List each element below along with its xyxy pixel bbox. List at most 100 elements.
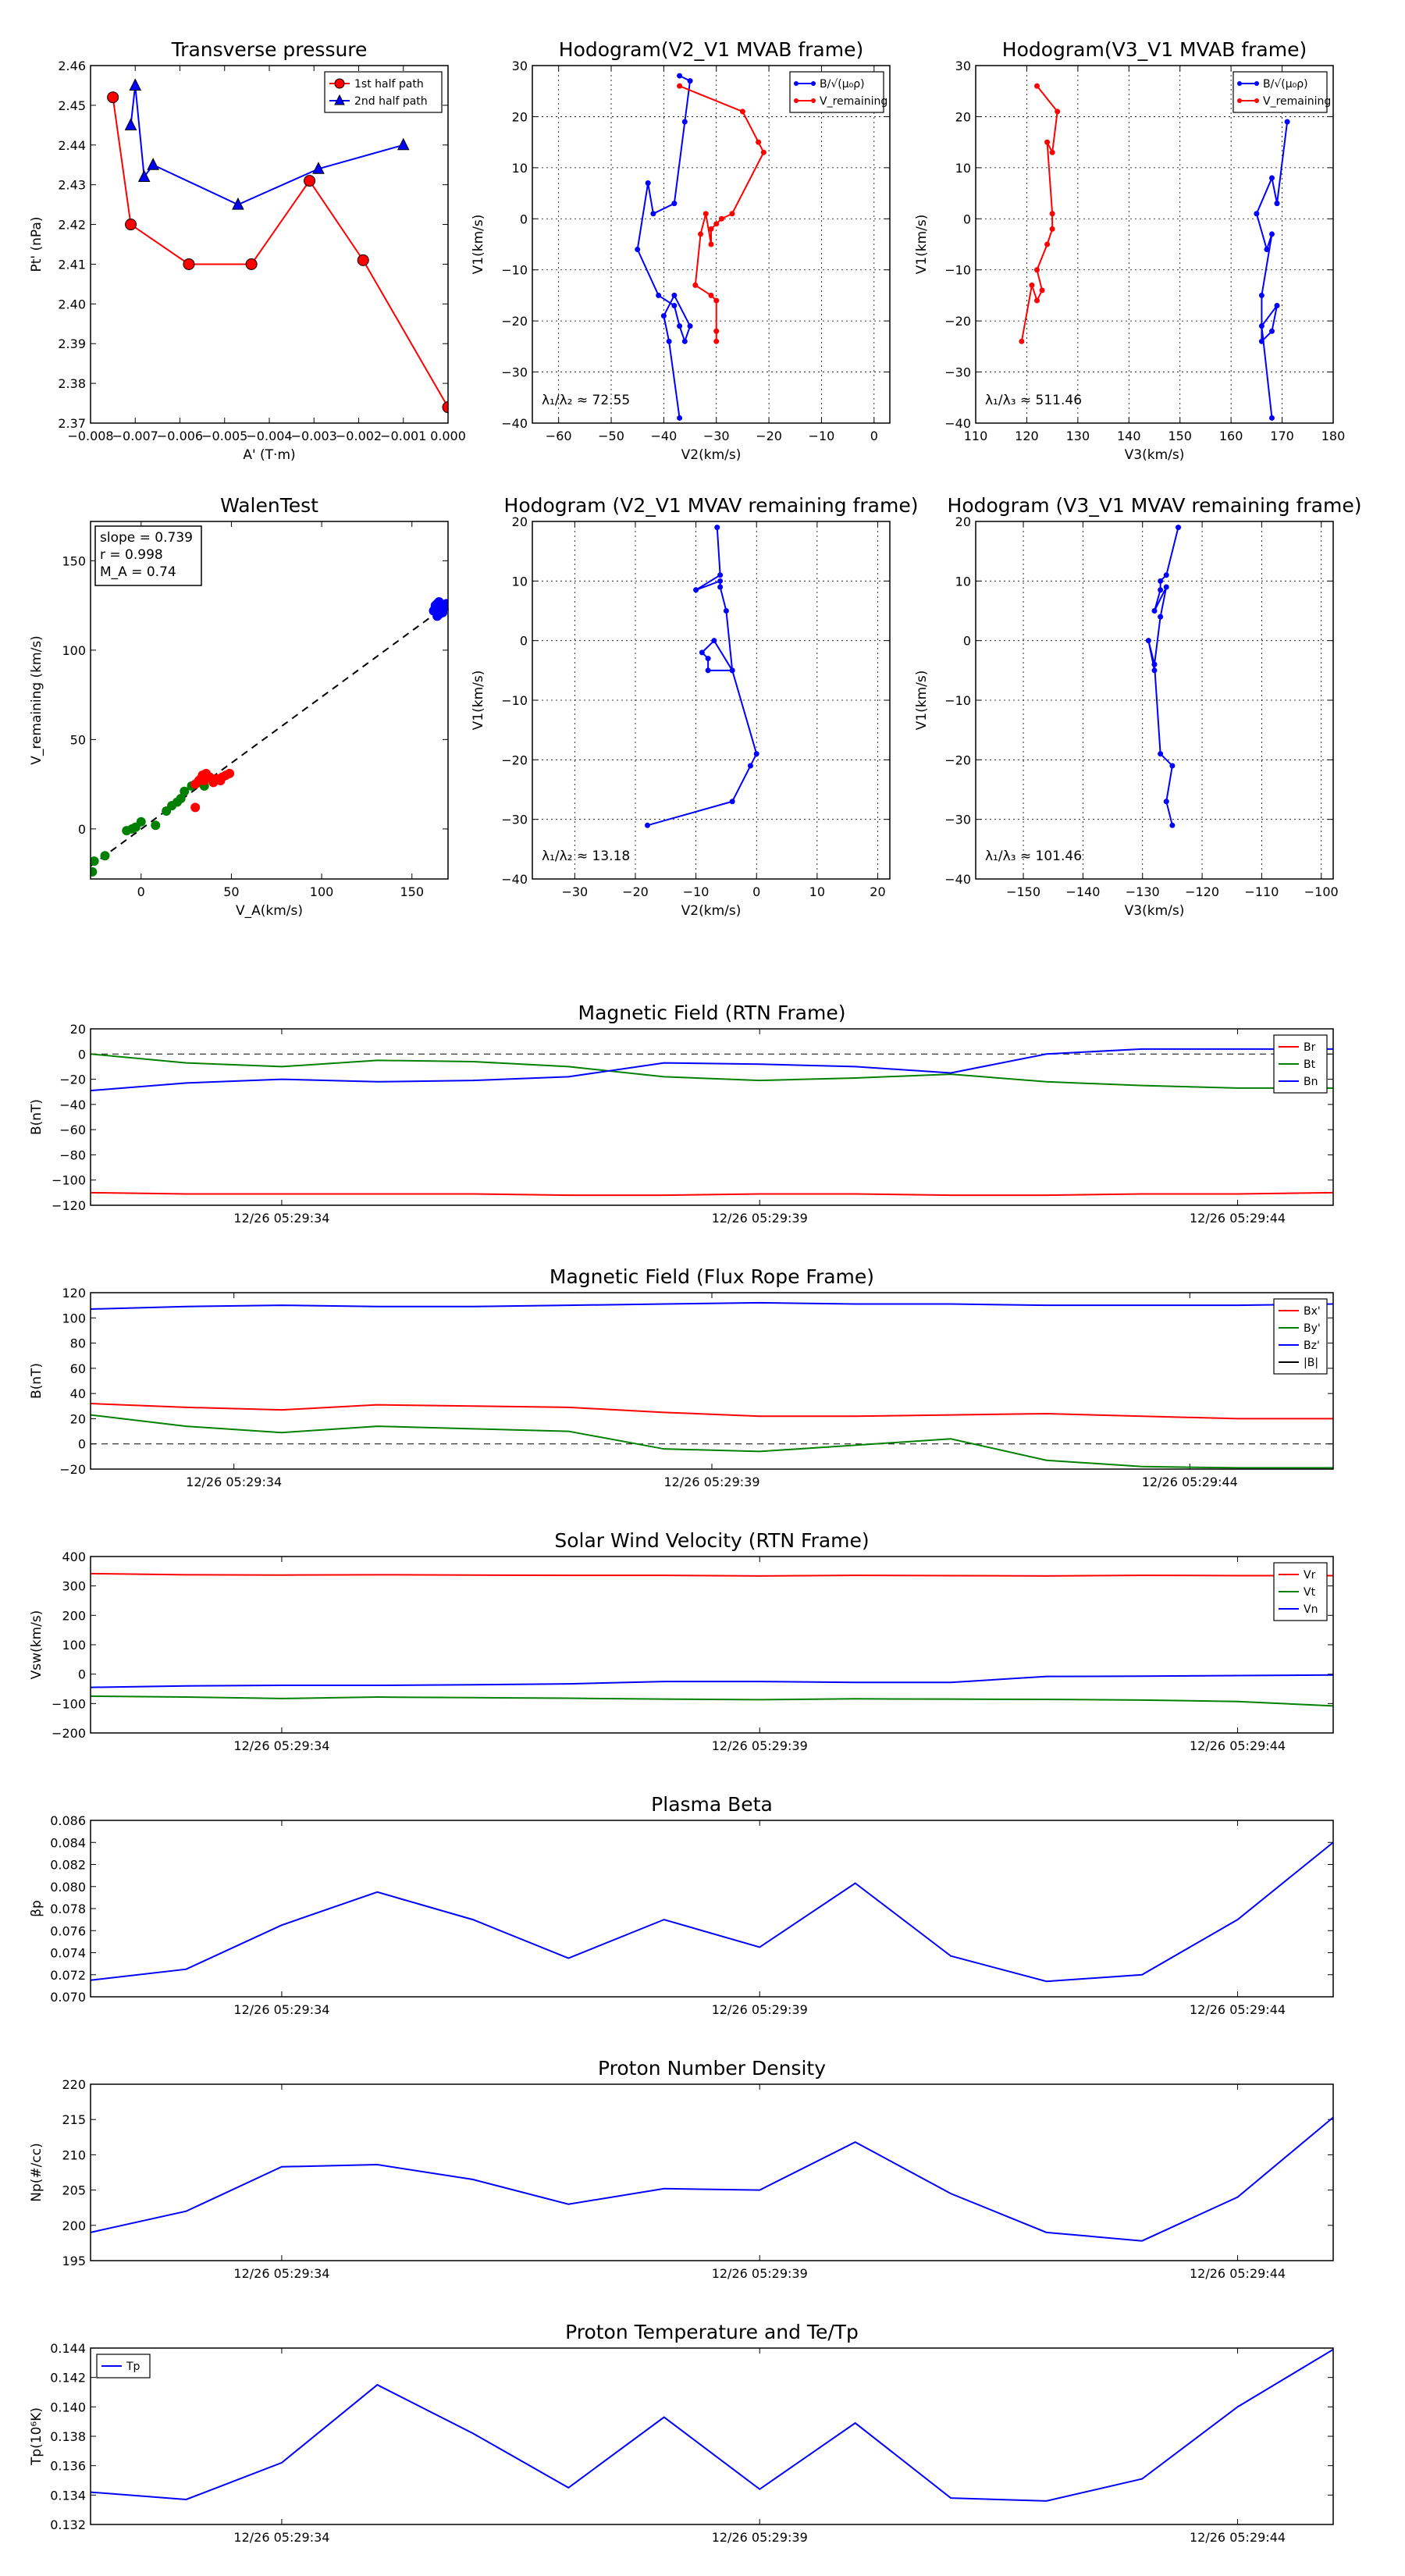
y-tick-label: 0.076 <box>50 1923 86 1938</box>
y-tick-label: 20 <box>70 1022 86 1037</box>
data-point <box>681 119 688 125</box>
chart-title: Hodogram (V2_V1 MVAV remaining frame) <box>504 494 919 517</box>
series-line-B/√(μ₀ρ) <box>1255 121 1289 418</box>
x-tick-label: −140 <box>1065 884 1100 899</box>
x-tick-label: 140 <box>1117 429 1141 443</box>
data-point <box>718 215 724 222</box>
series-line-Bt <box>91 1053 1333 1089</box>
legend-marker <box>1237 98 1242 103</box>
y-tick-label: 0.144 <box>50 2341 86 2356</box>
y-tick-label: 60 <box>70 1361 86 1376</box>
y-tick-label: 0 <box>78 1667 86 1682</box>
x-tick-label: 170 <box>1270 429 1294 443</box>
data-point <box>1169 822 1176 828</box>
data-point <box>1254 211 1260 217</box>
data-point <box>677 83 683 89</box>
data-point <box>225 768 235 778</box>
y-tick-label: −30 <box>501 365 528 380</box>
y-axis-label: V1(km/s) <box>471 671 486 731</box>
data-point <box>708 292 714 298</box>
chart-title: Magnetic Field (RTN Frame) <box>578 1002 846 1024</box>
y-tick-label: −40 <box>59 1098 86 1112</box>
data-point <box>1029 282 1035 288</box>
y-tick-label: 80 <box>70 1336 86 1351</box>
y-tick-label: 2.45 <box>58 98 86 113</box>
x-tick-label: 12/26 05:29:34 <box>233 1211 329 1226</box>
data-point <box>107 91 119 104</box>
plot-area <box>91 2349 1333 2502</box>
data-point <box>183 258 195 270</box>
y-tick-label: 0.132 <box>50 2517 86 2532</box>
plot-frame <box>975 65 1334 424</box>
data-point <box>1034 83 1040 89</box>
data-point <box>430 600 440 610</box>
data-point <box>713 297 720 304</box>
y-tick-label: 50 <box>70 732 86 747</box>
data-point <box>1158 751 1164 757</box>
y-tick-label: 100 <box>62 1638 86 1653</box>
chart-title: Plasma Beta <box>651 1793 773 1816</box>
y-tick-label: 2.38 <box>58 376 86 391</box>
y-tick-label: −200 <box>52 1726 86 1741</box>
y-tick-label: 0.086 <box>50 1813 86 1828</box>
y-tick-label: 400 <box>62 1550 86 1564</box>
data-point <box>711 638 717 644</box>
x-tick-label: −40 <box>650 429 677 443</box>
series-line-Br <box>91 1191 1333 1197</box>
stats-line: slope = 0.739 <box>100 530 193 546</box>
legend-marker <box>1254 81 1259 86</box>
data-point <box>692 282 699 288</box>
x-tick-label: 180 <box>1321 429 1346 443</box>
data-point <box>656 292 662 298</box>
chart-b_rtn: Magnetic Field (RTN Frame) 12/26 05:29:34… <box>29 1002 1334 1226</box>
y-tick-label: 30 <box>955 59 971 73</box>
y-tick-label: 0.140 <box>50 2400 86 2414</box>
data-point <box>1268 175 1275 181</box>
data-point <box>681 338 688 344</box>
data-point <box>713 328 720 334</box>
legend-label: Bt <box>1304 1059 1316 1071</box>
y-tick-label: −30 <box>944 813 971 827</box>
chart-hodo_v2v1_rem: Hodogram (V2_V1 MVAV remaining frame) −30… <box>471 494 918 919</box>
data-point <box>176 793 186 803</box>
plot-frame <box>90 2083 1334 2261</box>
y-tick-label: 150 <box>62 553 86 568</box>
chart-beta: Plasma Beta 12/26 05:29:34 12/26 05:29:39 1… <box>29 1793 1334 2017</box>
legend-marker <box>794 98 799 103</box>
data-point <box>1163 799 1169 805</box>
x-tick-label: 12/26 05:29:44 <box>1142 1475 1238 1489</box>
y-tick-label: −40 <box>501 416 528 431</box>
plot-frame <box>90 1028 1334 1206</box>
x-tick-label: −20 <box>622 884 649 899</box>
chart-title: Hodogram(V3_V1 MVAB frame) <box>1002 38 1307 61</box>
y-tick-label: 0.082 <box>50 1858 86 1873</box>
data-point <box>1151 667 1158 674</box>
legend-marker <box>794 81 799 86</box>
data-point <box>702 211 709 217</box>
chart-title: Magnetic Field (Flux Rope Frame) <box>550 1265 874 1288</box>
stats-box <box>94 525 202 586</box>
legend-label: Vn <box>1304 1603 1318 1616</box>
y-tick-label: 0 <box>78 1437 86 1452</box>
y-axis-label: βp <box>29 1900 44 1917</box>
y-tick-label: −10 <box>944 263 971 278</box>
plot-area <box>644 525 759 828</box>
data-point <box>677 415 683 421</box>
y-tick-label: 0.080 <box>50 1880 86 1895</box>
data-point <box>729 667 735 674</box>
data-point <box>645 180 651 186</box>
x-axis-label: V3(km/s) <box>1125 903 1185 919</box>
x-tick-label: 12/26 05:29:34 <box>233 2266 329 2281</box>
y-tick-label: 0 <box>78 1047 86 1062</box>
chart-hodo_v2v1: Hodogram(V2_V1 MVAB frame) −60 −50 −40 −30 −2… <box>471 38 891 463</box>
data-point <box>699 649 705 656</box>
x-tick-label: 130 <box>1066 429 1090 443</box>
x-tick-label: 50 <box>223 884 239 899</box>
chart-title: Transverse pressure <box>171 38 368 61</box>
y-tick-label: 20 <box>70 1411 86 1426</box>
data-point <box>708 241 714 247</box>
x-axis-label: V_A(km/s) <box>236 903 303 919</box>
y-tick-label: 2.43 <box>58 178 86 193</box>
data-point <box>753 751 759 757</box>
legend-label: Br <box>1304 1041 1316 1054</box>
